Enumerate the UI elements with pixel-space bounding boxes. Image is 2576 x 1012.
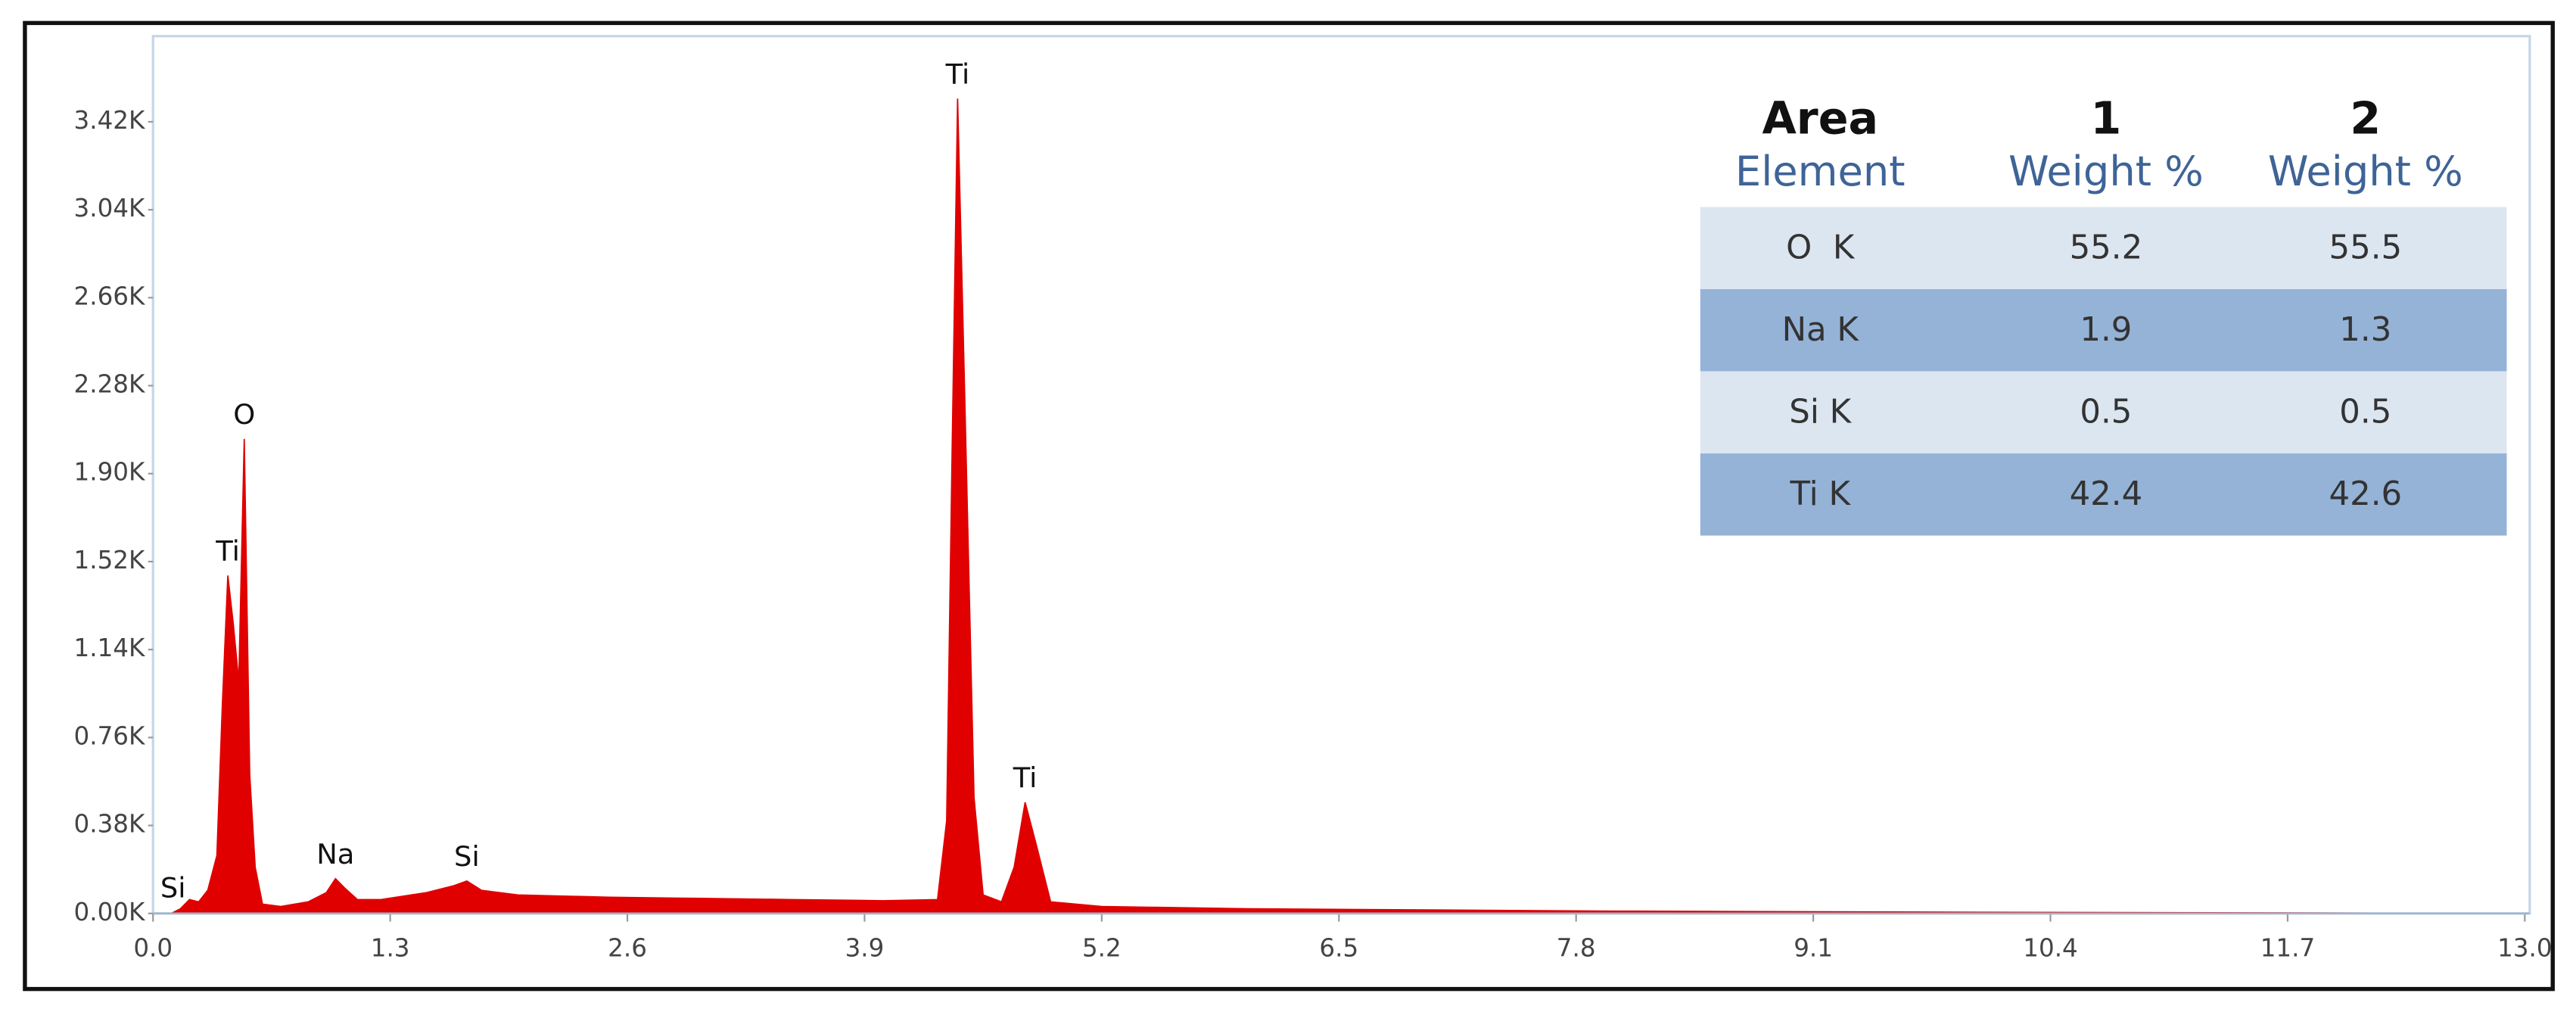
x-tick-label: 2.6	[608, 934, 647, 963]
table-cell: 0.5	[2339, 393, 2391, 431]
x-tick-label: 0.0	[133, 934, 173, 963]
frame	[23, 20, 2555, 992]
table-cell: Si K	[1789, 393, 1852, 431]
y-tick-label: 2.28K	[74, 370, 146, 399]
x-tick-label: 10.4	[2023, 934, 2077, 963]
table-cell: 1.3	[2339, 311, 2391, 349]
spectrum-area	[170, 98, 2525, 914]
y-tick-label: 0.38K	[74, 810, 146, 839]
y-tick-label: 3.04K	[74, 194, 146, 223]
y-tick-label: 1.14K	[74, 634, 146, 662]
x-tick-label: 3.9	[845, 934, 885, 963]
table-cell: O K	[1786, 229, 1856, 266]
peak-label: Ti	[1013, 761, 1038, 794]
x-tick-label: 11.7	[2260, 934, 2315, 963]
y-tick-label: 1.52K	[74, 546, 146, 575]
peak-label: Ti	[945, 58, 970, 90]
peak-label: Si	[160, 872, 186, 905]
table-cell: 55.2	[2070, 229, 2143, 266]
table-subheader: Element	[1735, 148, 1906, 195]
x-tick-label: 5.2	[1082, 934, 1122, 963]
x-tick-label: 7.8	[1557, 934, 1596, 963]
x-tick-label: 6.5	[1319, 934, 1358, 963]
table-header: 2	[2350, 93, 2381, 145]
table-subheader: Weight %	[2008, 148, 2204, 195]
table-subheader: Weight %	[2268, 148, 2463, 195]
y-tick-label: 1.90K	[74, 458, 146, 487]
table-cell: 55.5	[2329, 229, 2403, 266]
peak-label: O	[233, 398, 255, 431]
table-cell: Na K	[1782, 311, 1860, 349]
table-cell: 1.9	[2080, 311, 2132, 349]
x-tick-label: 1.3	[371, 934, 410, 963]
table-cell: 42.4	[2070, 475, 2143, 513]
table-row	[1700, 453, 2507, 536]
table-row	[1700, 289, 2507, 372]
table-header: Area	[1762, 93, 1878, 145]
x-tick-label: 13.0	[2497, 934, 2552, 963]
table-cell: Ti K	[1789, 475, 1851, 513]
table-header: 1	[2090, 93, 2121, 145]
y-tick-label: 3.42K	[74, 106, 146, 135]
table-cell: 42.6	[2329, 475, 2403, 513]
peak-label: Na	[316, 838, 354, 870]
table-row	[1700, 371, 2507, 454]
y-tick-label: 0.76K	[74, 721, 146, 750]
y-tick-label: 2.66K	[74, 282, 146, 310]
y-tick-label: 0.00K	[74, 898, 146, 926]
table-row	[1700, 207, 2507, 289]
peak-label: Si	[454, 840, 480, 873]
table-cell: 0.5	[2080, 393, 2132, 431]
peak-label: Ti	[215, 534, 240, 567]
x-tick-label: 9.1	[1794, 934, 1833, 963]
